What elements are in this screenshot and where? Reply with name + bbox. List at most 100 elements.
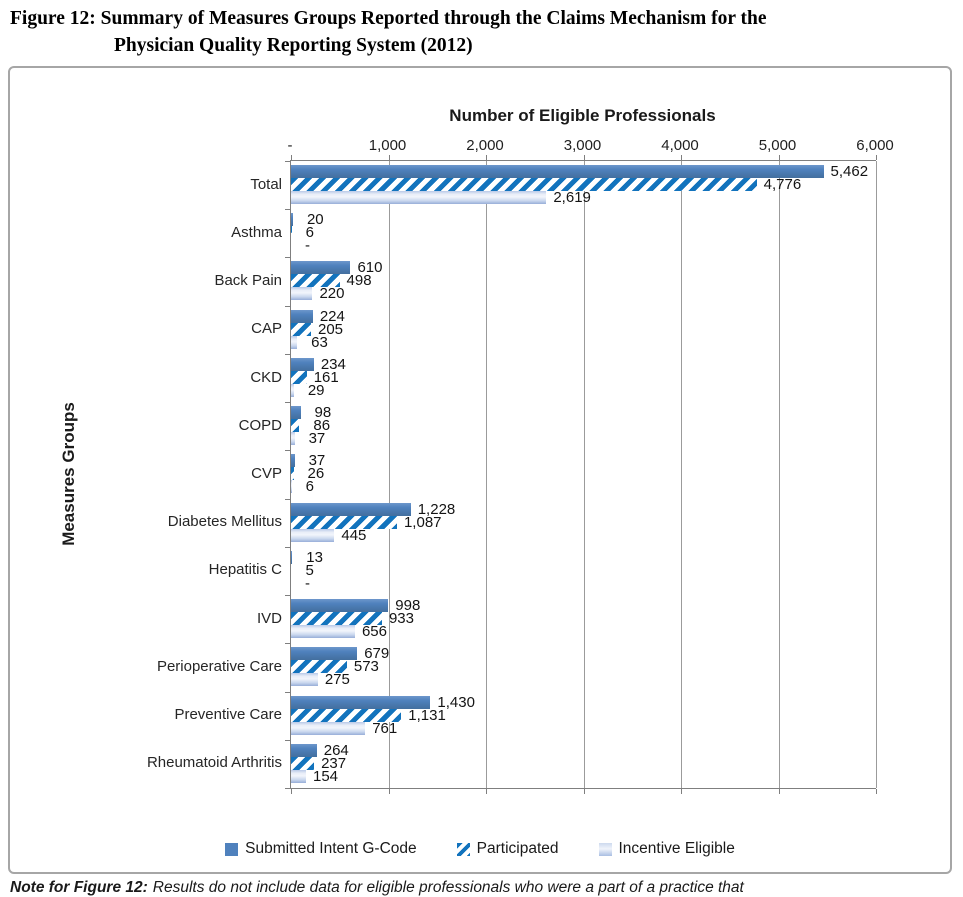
bar (291, 371, 307, 384)
category-axis-tick (285, 740, 290, 741)
bar-row: 1,228 (291, 503, 876, 516)
bar-value-label: 154 (313, 770, 338, 783)
x-axis-title: Number of Eligible Professionals (290, 106, 875, 126)
category-axis-tick (285, 161, 290, 162)
bar-value-label: 275 (325, 673, 350, 686)
bar-row: 161 (291, 371, 876, 384)
axis-tick (389, 789, 390, 794)
bar-value-label: - (305, 577, 310, 590)
category-label: COPD (10, 401, 282, 449)
figure-note-text: Results do not include data for eligible… (153, 879, 744, 896)
bar-row: 6 (291, 226, 876, 239)
axis-tick (584, 155, 585, 160)
bar (291, 599, 388, 612)
bar (291, 287, 312, 300)
gridline (876, 161, 877, 788)
category-axis-tick (285, 692, 290, 693)
category-label: Asthma (10, 208, 282, 256)
category-label: IVD (10, 594, 282, 642)
bar (291, 480, 292, 493)
figure-caption-line1: Figure 12: Summary of Measures Groups Re… (10, 8, 767, 29)
bar (291, 529, 334, 542)
bar (291, 178, 757, 191)
category-axis-tick (285, 788, 290, 789)
bar-row: 445 (291, 529, 876, 542)
bar (291, 503, 411, 516)
x-tick-label: 6,000 (856, 137, 894, 154)
bar-row: 234 (291, 358, 876, 371)
legend-label: Submitted Intent G-Code (245, 840, 416, 858)
legend-item-participated: Participated (457, 840, 559, 858)
bar (291, 336, 297, 349)
bar-row: 220 (291, 287, 876, 300)
bar-row: 20 (291, 213, 876, 226)
bar-row: 264 (291, 744, 876, 757)
bar (291, 647, 357, 660)
bar-value-label: 498 (347, 274, 372, 287)
bar-value-label: 5,462 (831, 165, 869, 178)
bar-row: 998 (291, 599, 876, 612)
bar (291, 261, 350, 274)
legend-item-submitted-intent: Submitted Intent G-Code (225, 840, 416, 858)
bar (291, 323, 311, 336)
bar-row: 573 (291, 660, 876, 673)
axis-tick (389, 155, 390, 160)
bar (291, 406, 301, 419)
bar-row: 29 (291, 384, 876, 397)
category-label: CKD (10, 353, 282, 401)
bar-value-label: 29 (308, 384, 325, 397)
bar (291, 384, 294, 397)
bar-value-label: 4,776 (764, 178, 802, 191)
bar-value-label: 573 (354, 660, 379, 673)
bar-row: 498 (291, 274, 876, 287)
bar-row: 275 (291, 673, 876, 686)
bar-row: 761 (291, 722, 876, 735)
bar-row: 98 (291, 406, 876, 419)
bar (291, 770, 306, 783)
category-axis-tick (285, 209, 290, 210)
bar-group: 5,462 4,776 2,619 (291, 161, 876, 209)
bar-row: 37 (291, 454, 876, 467)
axis-tick (779, 155, 780, 160)
x-tick-label: 1,000 (369, 137, 407, 154)
bar (291, 191, 546, 204)
axis-tick (584, 789, 585, 794)
category-axis-tick (285, 643, 290, 644)
bar (291, 467, 294, 480)
category-axis-tick (285, 257, 290, 258)
bar (291, 744, 317, 757)
bar (291, 757, 314, 770)
figure-caption-line2: Physician Quality Reporting System (2012… (114, 32, 767, 59)
bar-row: 1,430 (291, 696, 876, 709)
x-tick-label: 5,000 (759, 137, 797, 154)
axis-tick (681, 789, 682, 794)
bar (291, 454, 295, 467)
x-tick-label: - (288, 137, 293, 154)
category-label: Perioperative Care (10, 642, 282, 690)
axis-tick (291, 789, 292, 794)
bar (291, 358, 314, 371)
bar (291, 165, 824, 178)
bar-value-label: - (305, 239, 310, 252)
legend-item-incentive-eligible: Incentive Eligible (599, 840, 735, 858)
chart-frame: Number of Eligible Professionals - 1,000 2… (8, 66, 952, 874)
category-label: CVP (10, 449, 282, 497)
bar-row: - (291, 577, 876, 590)
category-axis-tick (285, 499, 290, 500)
bar-row: 656 (291, 625, 876, 638)
bar (291, 551, 292, 564)
figure-note-prefix: Note for Figure 12: (10, 879, 148, 896)
bar-row: 13 (291, 551, 876, 564)
category-label: CAP (10, 305, 282, 353)
bar-value-label: 2,619 (553, 191, 591, 204)
bar-row: 26 (291, 467, 876, 480)
category-axis-tick (285, 595, 290, 596)
